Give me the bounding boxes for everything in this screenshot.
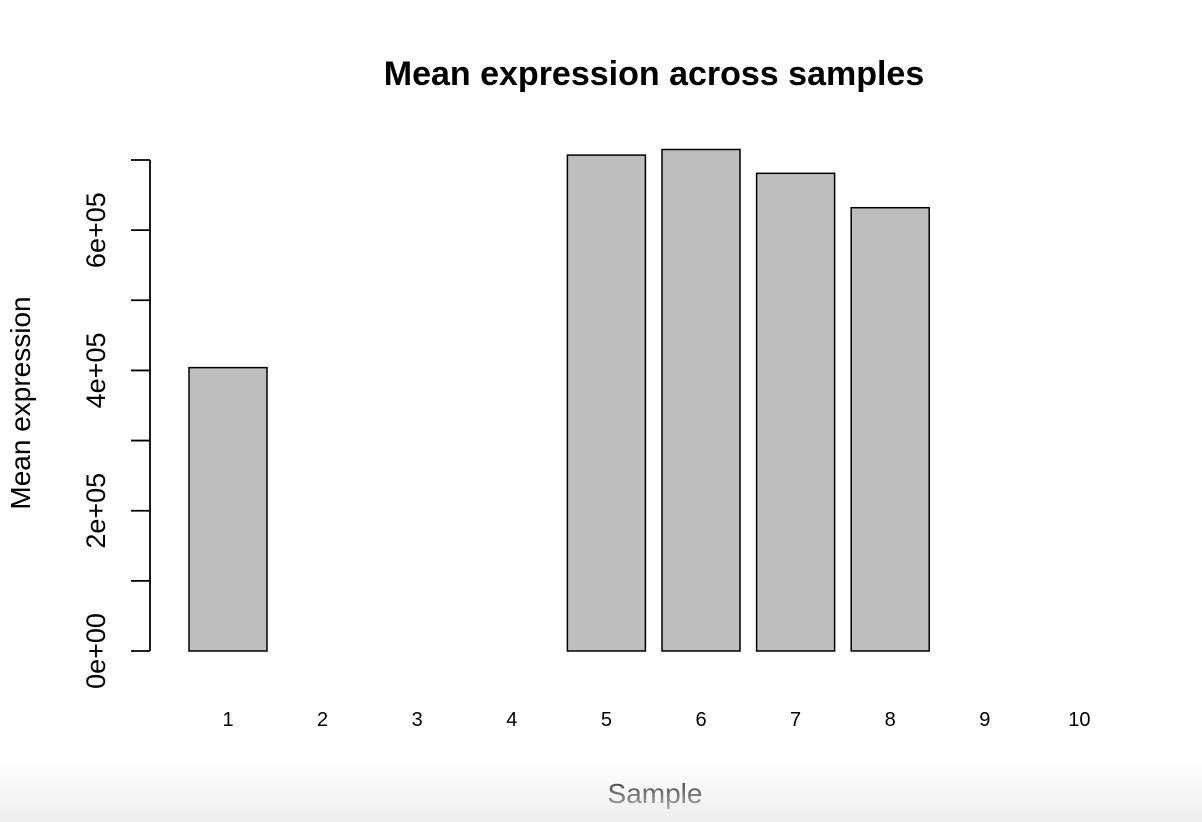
x-tick-label: 3 (412, 709, 423, 731)
x-tick-label: 9 (979, 709, 990, 731)
y-tick-label: 0e+00 (81, 613, 111, 689)
x-tick-label: 1 (222, 709, 233, 731)
bar-sample-5 (566, 154, 647, 652)
bar-sample-7 (755, 172, 836, 652)
x-tick-label: 4 (506, 709, 517, 731)
y-axis-title: Mean expression (5, 296, 36, 509)
x-tick-label: 5 (601, 709, 612, 731)
x-tick-label: 10 (1068, 709, 1090, 731)
x-tick-label: 6 (695, 709, 706, 731)
chart-title: Mean expression across samples (384, 55, 925, 93)
x-axis-labels: 1 2 3 4 5 6 7 8 9 10 (222, 709, 1090, 731)
y-tick-label: 4e+05 (81, 333, 111, 409)
bar-sample-8 (850, 206, 930, 652)
y-tick-label: 6e+05 (81, 192, 111, 268)
bars (188, 148, 930, 652)
x-tick-label: 7 (790, 709, 801, 731)
x-tick-label: 2 (317, 709, 328, 731)
x-tick-label: 8 (885, 709, 896, 731)
bar-sample-1 (188, 366, 268, 652)
bar-sample-6 (661, 148, 741, 652)
y-axis: 0e+00 2e+05 4e+05 6e+05 (81, 159, 151, 689)
x-axis-title: Sample (608, 778, 703, 809)
y-tick-label: 2e+05 (81, 473, 111, 549)
